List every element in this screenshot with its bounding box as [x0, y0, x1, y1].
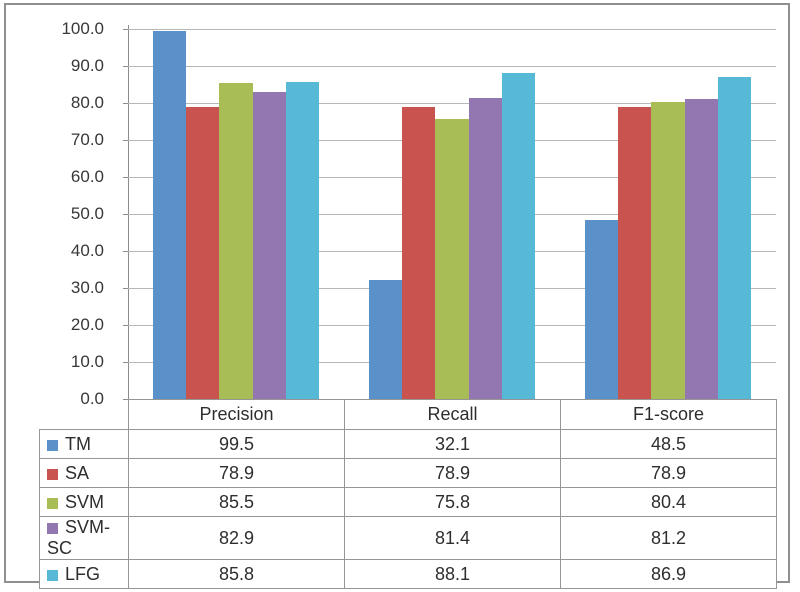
y-axis-tick [123, 214, 128, 215]
value-cell: 81.2 [560, 516, 777, 560]
table-row-svm-sc: SVM-SC 82.9 81.4 81.2 [39, 516, 777, 560]
y-axis-line [128, 25, 129, 400]
value-cell: 78.9 [128, 458, 345, 488]
legend-swatch-tm [47, 439, 58, 451]
bar-tm-f1-score [585, 220, 619, 399]
bar-svm-precision [219, 83, 253, 399]
y-axis-tick [123, 66, 128, 67]
value-cell: 85.5 [128, 487, 345, 517]
bar-svm-sc-recall [468, 98, 502, 399]
table-row-sa: SA 78.9 78.9 78.9 [39, 458, 777, 488]
y-axis-tick-label: 70.0 [70, 130, 104, 149]
gridline [128, 29, 776, 30]
legend-label: SA [65, 462, 90, 483]
bar-group-precision [128, 29, 344, 399]
column-header-precision: Precision [128, 399, 345, 430]
column-header-recall: Recall [344, 399, 561, 430]
y-axis-tick-label: 30.0 [70, 278, 104, 297]
legend-cell-lfg: LFG [39, 559, 129, 589]
bar-sa-precision [186, 107, 220, 399]
bar-sa-recall [402, 107, 436, 399]
value-cell: 48.5 [560, 429, 777, 459]
legend-cell-svm-sc: SVM-SC [39, 516, 129, 560]
value-cell: 78.9 [560, 458, 777, 488]
legend-swatch-lfg [47, 569, 58, 581]
bar-tm-precision [153, 31, 187, 399]
y-axis-tick-label: 20.0 [70, 315, 104, 334]
bar-svm-recall [435, 119, 469, 399]
y-axis-tick-label: 0.0 [80, 389, 104, 408]
bar-tm-recall [369, 280, 403, 399]
y-axis-tick [123, 362, 128, 363]
legend-cell-sa: SA [39, 458, 129, 488]
bar-group-recall [344, 29, 560, 399]
bar-series-area [128, 29, 776, 399]
value-cell: 81.4 [344, 516, 561, 560]
y-axis-tick [123, 251, 128, 252]
y-axis-tick-label: 100.0 [61, 19, 104, 38]
table-row-tm: TM 99.5 32.1 48.5 [39, 429, 777, 459]
value-cell: 78.9 [344, 458, 561, 488]
value-cell: 80.4 [560, 487, 777, 517]
legend-swatch-svm [47, 497, 58, 509]
gridline [128, 103, 776, 104]
bar-svm-f1-score [651, 102, 685, 399]
value-cell: 82.9 [128, 516, 345, 560]
legend-cell-tm: TM [39, 429, 129, 459]
y-axis-tick-label: 60.0 [70, 167, 104, 186]
value-cell: 88.1 [344, 559, 561, 589]
y-axis-tick [123, 29, 128, 30]
table-corner-blank [40, 400, 129, 430]
legend-label: SVM [65, 491, 105, 512]
bar-group-f1-score [560, 29, 776, 399]
y-axis-tick-label: 90.0 [70, 56, 104, 75]
y-axis-tick-label: 40.0 [70, 241, 104, 260]
y-axis-tick-label: 10.0 [70, 352, 104, 371]
bar-sa-f1-score [618, 107, 652, 399]
gridline [128, 66, 776, 67]
y-axis-tick [123, 177, 128, 178]
value-cell: 99.5 [128, 429, 345, 459]
table-row-lfg: LFG 85.8 88.1 86.9 [39, 559, 777, 589]
table-row-svm: SVM 85.5 75.8 80.4 [39, 487, 777, 517]
table-header-row: Precision Recall F1-score [40, 399, 777, 430]
bar-svm-sc-f1-score [684, 99, 718, 399]
value-cell: 75.8 [344, 487, 561, 517]
legend-label: LFG [65, 563, 101, 584]
value-cell: 85.8 [128, 559, 345, 589]
chart-data-table: Precision Recall F1-score TM 99.5 32.1 48.5 SA 7… [39, 399, 777, 589]
y-axis-tick [123, 288, 128, 289]
bar-svm-sc-precision [252, 92, 286, 399]
legend-label: TM [65, 433, 91, 454]
bar-lfg-f1-score [717, 77, 752, 399]
legend-cell-svm: SVM [39, 487, 129, 517]
legend-swatch-sa [47, 468, 58, 480]
y-axis-tick [123, 103, 128, 104]
column-header-f1-score: F1-score [560, 399, 777, 430]
bar-lfg-precision [285, 82, 320, 399]
value-cell: 86.9 [560, 559, 777, 589]
value-cell: 32.1 [344, 429, 561, 459]
y-axis-tick [123, 399, 128, 400]
y-axis-tick-label: 50.0 [70, 204, 104, 223]
y-axis-tick [123, 140, 128, 141]
y-axis-tick [123, 325, 128, 326]
legend-label: SVM-SC [47, 517, 110, 558]
y-axis-tick-label: 80.0 [70, 93, 104, 112]
bar-lfg-recall [501, 73, 536, 399]
legend-swatch-svm-sc [47, 523, 58, 534]
